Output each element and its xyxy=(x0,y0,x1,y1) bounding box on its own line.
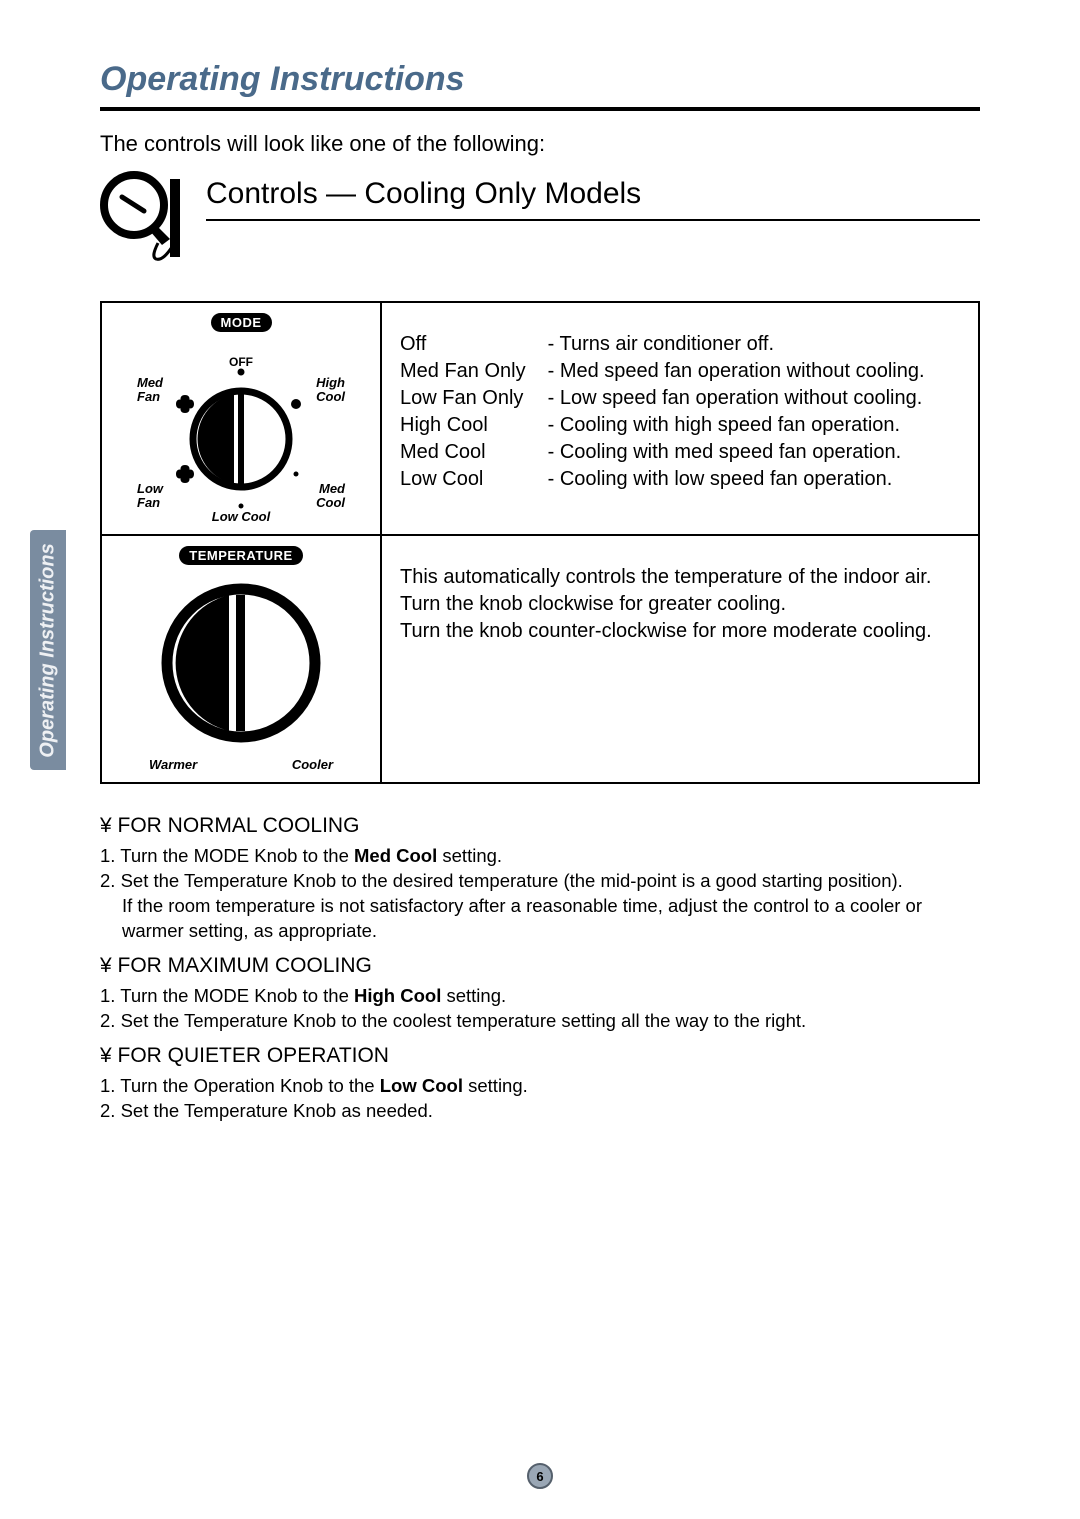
section-title: Controls — Cooling Only Models xyxy=(206,177,980,219)
list-item: 1. Turn the MODE Knob to the High Cool s… xyxy=(100,984,980,1009)
mode-label-off: OFF xyxy=(229,356,253,369)
mode-dial-cell: MODE OFF Med Fan High Cool Low xyxy=(102,303,382,534)
temp-desc-cell: This automatically controls the temperat… xyxy=(382,536,978,782)
mode-row: MODE OFF Med Fan High Cool Low xyxy=(102,303,978,536)
temp-cooler-label: Cooler xyxy=(292,757,333,772)
normal-cooling-heading: ¥ FOR NORMAL COOLING xyxy=(100,814,980,838)
mode-badge: MODE xyxy=(211,313,272,332)
mode-label-highcool: High Cool xyxy=(316,376,345,405)
max-cooling-heading: ¥ FOR MAXIMUM COOLING xyxy=(100,954,980,978)
temp-labels: Warmer Cooler xyxy=(121,757,361,772)
page-number: 6 xyxy=(527,1463,553,1489)
temp-desc-line: Turn the knob counter-clockwise for more… xyxy=(400,618,960,645)
quiet-op-heading: ¥ FOR QUIETER OPERATION xyxy=(100,1044,980,1068)
mode-label-medfan: Med Fan xyxy=(137,376,163,405)
list-item: 2. Set the Temperature Knob as needed. xyxy=(100,1099,980,1124)
temp-desc-line: Turn the knob clockwise for greater cool… xyxy=(400,591,960,618)
page-content: Operating Instructions The controls will… xyxy=(0,0,1080,1174)
mode-item: High Cool- Cooling with high speed fan o… xyxy=(400,412,925,439)
temp-dial: TEMPERATURE Warmer Cooler xyxy=(121,546,361,772)
temp-desc-line: This automatically controls the temperat… xyxy=(400,564,960,591)
mode-label-medcool: Med Cool xyxy=(316,482,345,511)
temp-warmer-label: Warmer xyxy=(149,757,197,772)
mode-label-lowfan: Low Fan xyxy=(137,482,163,511)
section-header: Controls — Cooling Only Models xyxy=(100,171,980,261)
mode-desc-cell: Off- Turns air conditioner off. Med Fan … xyxy=(382,303,978,534)
operations-section: ¥ FOR NORMAL COOLING 1. Turn the MODE Kn… xyxy=(100,814,980,1124)
temp-dial-cell: TEMPERATURE Warmer Cooler xyxy=(102,536,382,782)
list-item: 2. Set the Temperature Knob to the desir… xyxy=(100,869,980,894)
mode-item: Med Cool- Cooling with med speed fan ope… xyxy=(400,439,925,466)
section-title-wrap: Controls — Cooling Only Models xyxy=(206,171,980,221)
section-title-line xyxy=(206,219,980,221)
mode-item: Off- Turns air conditioner off. xyxy=(400,331,925,358)
list-item: If the room temperature is not satisfact… xyxy=(100,894,980,944)
magnifier-hand-icon xyxy=(100,171,190,261)
normal-cooling-list: 1. Turn the MODE Knob to the Med Cool se… xyxy=(100,844,980,944)
controls-table: MODE OFF Med Fan High Cool Low xyxy=(100,301,980,784)
intro-text: The controls will look like one of the f… xyxy=(100,131,980,157)
quiet-op-list: 1. Turn the Operation Knob to the Low Co… xyxy=(100,1074,980,1124)
temp-dial-svg xyxy=(121,573,361,748)
max-cooling-list: 1. Turn the MODE Knob to the High Cool s… xyxy=(100,984,980,1034)
mode-label-lowcool: Low Cool xyxy=(212,510,271,524)
list-item: 2. Set the Temperature Knob to the coole… xyxy=(100,1009,980,1034)
title-underline xyxy=(100,107,980,111)
mode-list: Off- Turns air conditioner off. Med Fan … xyxy=(400,331,925,493)
mode-item: Low Cool- Cooling with low speed fan ope… xyxy=(400,466,925,493)
temperature-row: TEMPERATURE Warmer Cooler This automatic… xyxy=(102,536,978,782)
mode-dial: MODE OFF Med Fan High Cool Low xyxy=(121,313,361,524)
mode-item: Med Fan Only- Med speed fan operation wi… xyxy=(400,358,925,385)
temperature-badge: TEMPERATURE xyxy=(179,546,302,565)
mode-item: Low Fan Only- Low speed fan operation wi… xyxy=(400,385,925,412)
page-title: Operating Instructions xyxy=(100,60,980,99)
list-item: 1. Turn the Operation Knob to the Low Co… xyxy=(100,1074,980,1099)
list-item: 1. Turn the MODE Knob to the Med Cool se… xyxy=(100,844,980,869)
